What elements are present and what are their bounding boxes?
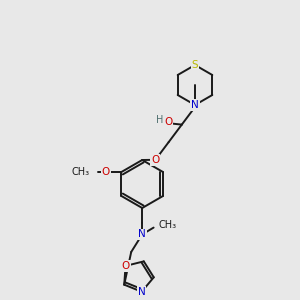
Text: N: N — [191, 100, 199, 110]
Text: O: O — [122, 261, 130, 271]
Text: CH₃: CH₃ — [72, 167, 90, 177]
Text: S: S — [192, 60, 198, 70]
Text: N: N — [138, 230, 146, 239]
Text: CH₃: CH₃ — [159, 220, 177, 230]
Text: N: N — [138, 287, 146, 297]
Text: O: O — [164, 117, 172, 127]
Text: O: O — [102, 167, 110, 177]
Text: H: H — [156, 115, 164, 125]
Text: O: O — [151, 155, 160, 165]
